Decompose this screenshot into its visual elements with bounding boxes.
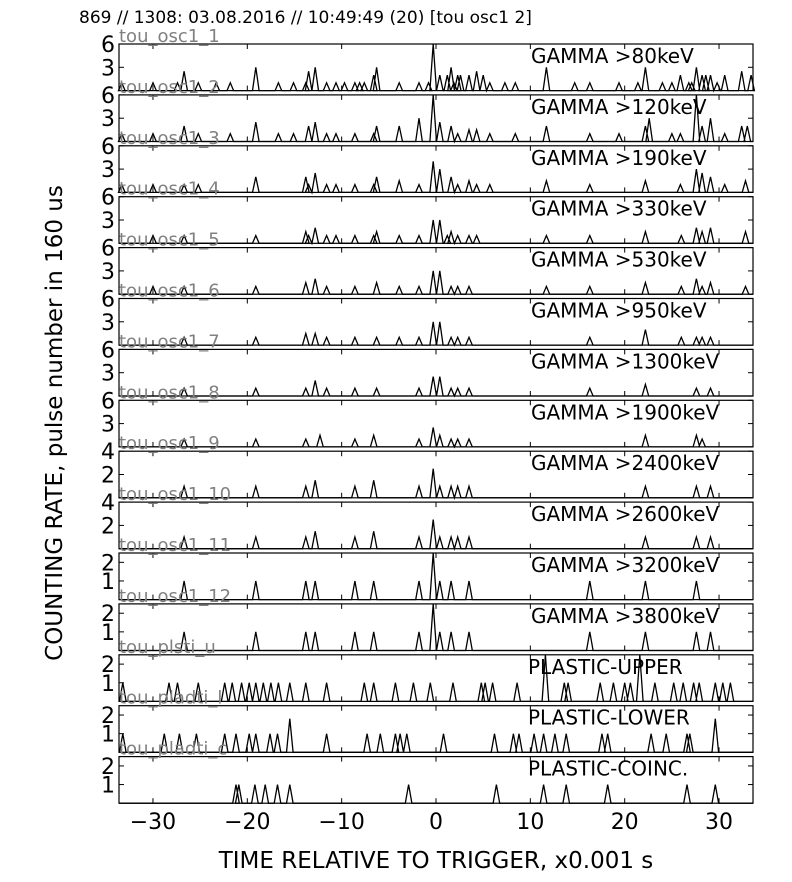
y-tick-label: 1	[101, 723, 115, 748]
y-tick-label: 3	[101, 107, 115, 132]
panel-label: GAMMA >2400keV	[531, 451, 720, 475]
y-tick-label: 2	[101, 551, 115, 576]
panel-tag: tou_osc1_6	[119, 281, 220, 302]
panel-tag: tou_osc1_3	[119, 128, 220, 149]
panel-tag: tou_pladti_c	[119, 739, 227, 760]
x-tick-label: −30	[130, 810, 176, 835]
x-tick-label: 0	[429, 810, 443, 835]
panel-tag: tou_osc1_12	[119, 586, 231, 607]
panel-label: GAMMA >1300keV	[531, 349, 720, 373]
x-axis-label: TIME RELATIVE TO TRIGGER, x0.001 s	[218, 848, 654, 874]
panel-tag: tou_osc1_1	[119, 26, 220, 47]
y-tick-label: 2	[101, 514, 115, 539]
panel-label: GAMMA >1900keV	[531, 400, 720, 424]
y-tick-label: 2	[101, 653, 115, 678]
y-tick-label: 3	[101, 362, 115, 387]
panel-tag: tou_osc1_8	[119, 382, 220, 403]
series-trace	[117, 94, 753, 144]
y-tick-label: 3	[101, 56, 115, 81]
y-tick-label: 1	[101, 621, 115, 646]
series-trace	[119, 552, 753, 601]
panel-label: GAMMA >3200keV	[531, 553, 720, 577]
panel-label: GAMMA >3800keV	[531, 604, 720, 628]
panel-tag: tou_plsti_u	[119, 637, 216, 658]
y-tick-label: 4	[101, 491, 115, 516]
y-tick-label: 6	[101, 389, 115, 414]
series-trace	[117, 43, 756, 93]
panel-label: GAMMA >120keV	[531, 95, 707, 119]
x-tick-label: −20	[224, 810, 270, 835]
panel-label: PLASTIC-COINC.	[528, 757, 688, 781]
series-trace	[119, 468, 753, 501]
series-trace	[119, 519, 753, 552]
panel-tag: tou_osc1_11	[119, 535, 231, 556]
series-trace	[119, 427, 753, 449]
y-tick-label: 6	[101, 186, 115, 211]
y-tick-label: 6	[101, 338, 115, 363]
panel-tag: tou_osc1_7	[119, 331, 220, 352]
panel-tag: tou_pladti_l	[119, 688, 222, 709]
x-tick-label: −10	[318, 810, 364, 835]
panel-label: GAMMA >2600keV	[531, 502, 720, 526]
y-tick-label: 3	[101, 158, 115, 183]
y-tick-label: 2	[101, 704, 115, 729]
panel-label: GAMMA >530keV	[531, 248, 707, 272]
y-tick-label: 4	[101, 440, 115, 465]
y-tick-label: 2	[101, 755, 115, 780]
y-tick-label: 1	[101, 672, 115, 697]
y-tick-label: 1	[101, 570, 115, 595]
panel-tag: tou_osc1_9	[119, 433, 220, 454]
y-tick-label: 6	[101, 135, 115, 160]
series-trace	[118, 718, 753, 753]
series-trace	[119, 603, 753, 652]
y-tick-label: 3	[101, 260, 115, 285]
y-tick-label: 6	[101, 84, 115, 109]
x-tick-label: 20	[611, 810, 639, 835]
y-tick-label: 3	[101, 311, 115, 336]
panel-tag: tou_osc1_5	[119, 230, 220, 251]
panel-label: GAMMA >330keV	[531, 197, 707, 221]
figure-header: 869 // 1308: 03.08.2016 // 10:49:49 (20)…	[79, 8, 532, 28]
series-trace	[119, 270, 753, 296]
y-tick-label: 3	[101, 209, 115, 234]
panel-tag: tou_osc1_10	[119, 484, 231, 505]
y-tick-label: 3	[101, 413, 115, 438]
panel-label: GAMMA >190keV	[531, 146, 707, 170]
x-tick-label: 10	[516, 810, 544, 835]
series-trace	[119, 784, 753, 804]
y-tick-label: 2	[101, 602, 115, 627]
x-tick-label: 30	[705, 810, 733, 835]
panel-label: PLASTIC-UPPER	[528, 655, 683, 679]
panel-tag: tou_osc1_2	[119, 77, 220, 98]
y-tick-label: 2	[101, 464, 115, 489]
y-tick-label: 6	[101, 288, 115, 313]
series-trace	[117, 161, 753, 195]
panel-tag: tou_osc1_4	[119, 179, 220, 200]
series-trace	[118, 654, 753, 703]
y-tick-label: 1	[101, 774, 115, 799]
y-tick-label: 6	[101, 33, 115, 58]
panel-label: GAMMA >950keV	[531, 299, 707, 323]
series-trace	[119, 321, 753, 347]
panel-label: PLASTIC-LOWER	[528, 706, 690, 730]
series-trace	[119, 376, 753, 398]
panel-label: GAMMA >80keV	[531, 44, 694, 68]
y-tick-label: 6	[101, 237, 115, 262]
